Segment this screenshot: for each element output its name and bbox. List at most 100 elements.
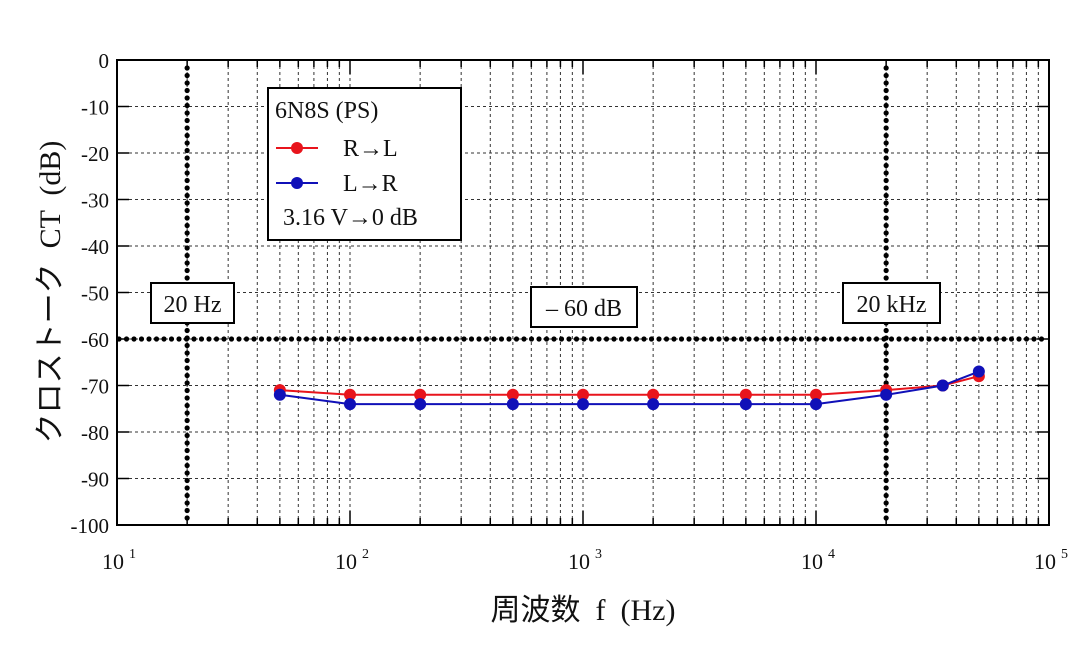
reference-dot: [883, 177, 889, 184]
x-tick-exponent: 1: [129, 547, 136, 562]
reference-dot: [573, 336, 580, 342]
reference-dot: [138, 336, 145, 342]
data-point-l-to-r: [273, 388, 286, 401]
reference-dot: [1023, 336, 1030, 342]
reference-dot: [798, 336, 805, 342]
reference-dot: [184, 252, 190, 259]
reference-dot: [476, 336, 482, 342]
reference-dot: [184, 500, 190, 506]
reference-label-box: [530, 286, 638, 328]
legend-note: 3.16 V→0 dB: [283, 205, 418, 231]
reference-dot: [746, 336, 752, 342]
x-tick-exponent: 5: [1061, 547, 1068, 562]
reference-dot: [963, 336, 970, 342]
reference-dot: [258, 336, 265, 342]
reference-dot: [184, 110, 190, 116]
data-point-l-to-r: [647, 398, 660, 411]
reference-dot: [184, 72, 190, 79]
reference-dot: [603, 336, 610, 342]
reference-dot: [184, 410, 190, 416]
reference-dot: [883, 125, 889, 131]
reference-dot: [701, 336, 707, 342]
reference-dot: [491, 336, 497, 342]
reference-dot: [236, 336, 242, 342]
reference-dot: [883, 65, 889, 71]
reference-dot: [184, 372, 190, 379]
reference-dot: [521, 336, 527, 342]
reference-dot: [883, 432, 889, 439]
legend-label-r-to-l: R→L: [343, 136, 398, 162]
reference-dot: [453, 336, 460, 342]
reference-dot: [588, 336, 595, 342]
reference-dot: [883, 267, 889, 274]
reference-dot: [883, 477, 889, 484]
reference-dot: [416, 336, 422, 342]
reference-dot: [184, 140, 190, 146]
reference-dot: [311, 336, 317, 342]
reference-dot: [883, 185, 889, 191]
reference-dot: [184, 170, 190, 176]
data-point-r-to-l: [810, 388, 822, 401]
reference-dot: [883, 155, 889, 161]
reference-dot: [693, 336, 700, 342]
reference-dot: [678, 336, 685, 342]
reference-label-box: [150, 282, 235, 324]
reference-dot: [903, 336, 910, 342]
reference-dot: [184, 432, 190, 439]
reference-dot: [883, 207, 889, 214]
legend-label-l-to-r: L→R: [343, 171, 398, 197]
reference-dot: [883, 230, 889, 236]
x-tick-exponent: 3: [595, 547, 602, 562]
reference-dot: [633, 336, 640, 342]
reference-dot: [566, 336, 572, 342]
reference-label: 20 kHz: [857, 292, 927, 318]
data-point-l-to-r: [414, 398, 427, 411]
y-tick-label: -40: [81, 235, 109, 259]
reference-dot: [883, 222, 889, 229]
reference-dot: [251, 336, 257, 342]
reference-dot: [883, 402, 889, 409]
reference-dot: [184, 95, 190, 101]
reference-dot: [303, 336, 310, 342]
reference-dot: [333, 336, 340, 342]
reference-dot: [873, 336, 880, 342]
reference-dot: [386, 336, 392, 342]
reference-label: – 60 dB: [545, 296, 622, 322]
x-tick-label: 10: [568, 549, 590, 574]
reference-dot: [184, 87, 190, 94]
reference-dot: [883, 500, 889, 506]
reference-dot: [1031, 336, 1037, 342]
reference-dot: [1016, 336, 1022, 342]
reference-dot: [513, 336, 520, 342]
reference-dot: [883, 342, 889, 349]
reference-dot: [184, 342, 190, 349]
reference-dot: [184, 192, 190, 199]
reference-dot: [883, 507, 889, 514]
reference-dot: [883, 95, 889, 101]
y-tick-label: -30: [81, 189, 109, 213]
data-point-r-to-l: [414, 388, 427, 401]
data-point-r-to-l: [739, 388, 752, 401]
reference-dot: [926, 336, 932, 342]
reference-dot: [806, 336, 812, 342]
reference-dot: [184, 402, 190, 409]
reference-dot: [883, 252, 889, 259]
reference-dot: [851, 336, 857, 342]
reference-dot: [393, 336, 400, 342]
reference-dot: [341, 336, 347, 342]
reference-dot: [723, 336, 730, 342]
reference-dot: [738, 336, 745, 342]
reference-dot: [228, 336, 235, 342]
data-point-l-to-r: [880, 388, 893, 401]
reference-dot: [543, 336, 550, 342]
reference-dot: [184, 327, 190, 334]
reference-dot: [131, 336, 137, 342]
reference-dot: [184, 395, 190, 401]
reference-dot: [184, 177, 190, 184]
data-point-l-to-r: [936, 379, 949, 392]
reference-dot: [221, 336, 227, 342]
reference-dot: [993, 336, 1000, 342]
reference-dot: [883, 170, 889, 176]
legend-marker-l-to-r: [291, 177, 303, 189]
reference-dot: [551, 336, 557, 342]
